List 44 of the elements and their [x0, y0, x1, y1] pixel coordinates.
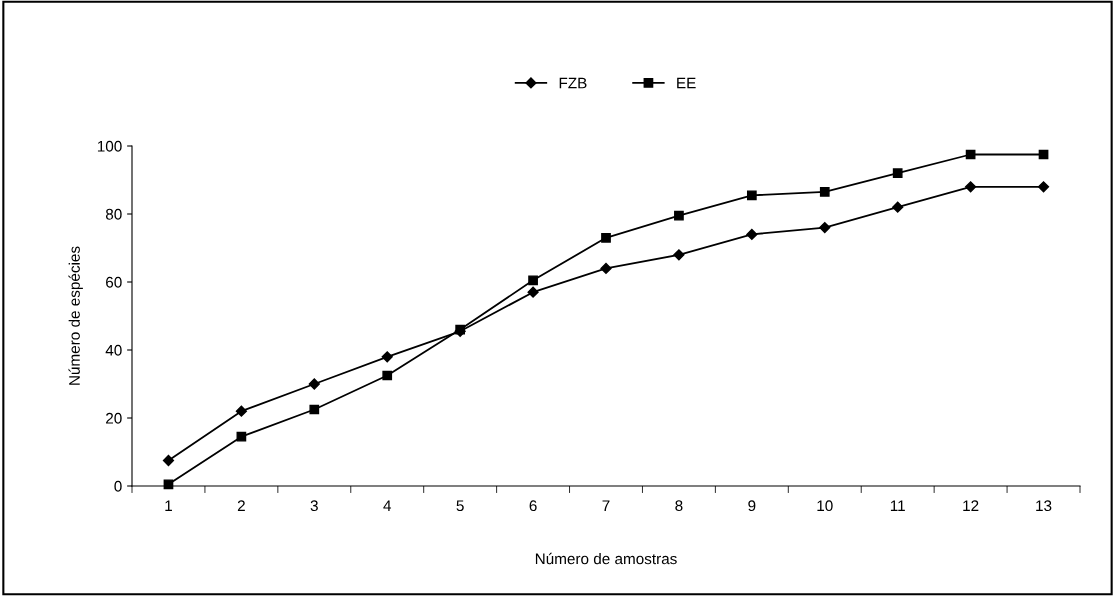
point [746, 190, 757, 201]
y-tick-label: 100 [97, 140, 122, 152]
point [236, 431, 247, 442]
point [1037, 181, 1050, 193]
x-tick-label: 6 [529, 500, 537, 512]
x-tick-label: 2 [237, 500, 245, 511]
point [892, 201, 904, 213]
y-tick-label: 40 [105, 344, 122, 356]
point [309, 404, 320, 415]
point [601, 232, 611, 243]
point [819, 221, 831, 234]
y-tick-label: 80 [105, 208, 122, 220]
y-tick-label: 20 [106, 412, 122, 424]
x-tick-label: 5 [456, 500, 464, 512]
y-tick-label: 60 [106, 276, 122, 288]
y-axis-title: Número de espécies [68, 246, 83, 385]
x-tick-label: 11 [890, 500, 905, 511]
point [381, 351, 393, 363]
y-tick-label: 0 [114, 480, 122, 492]
point [235, 405, 247, 417]
point [892, 168, 903, 179]
point [674, 210, 684, 221]
x-tick-label: 1 [165, 500, 172, 511]
x-tick-label: 7 [602, 500, 610, 511]
point [382, 370, 393, 381]
x-axis-title: Número de amostras [535, 552, 677, 565]
legend-label: FZB [559, 77, 587, 89]
point [162, 454, 175, 467]
x-tick-label: 3 [310, 500, 318, 512]
x-tick-label: 10 [817, 500, 833, 512]
x-tick-label: 4 [383, 500, 392, 511]
point [308, 378, 320, 390]
point [600, 262, 612, 275]
point [527, 286, 539, 298]
x-tick-label: 9 [748, 500, 756, 512]
point [819, 187, 830, 197]
point [965, 181, 977, 193]
x-tick-label: 13 [1036, 500, 1052, 512]
x-tick-label: 8 [675, 500, 683, 512]
x-tick-label: 12 [963, 500, 979, 511]
point [746, 228, 758, 241]
point [673, 249, 685, 261]
point [528, 275, 538, 286]
legend-label: EE [677, 77, 696, 89]
